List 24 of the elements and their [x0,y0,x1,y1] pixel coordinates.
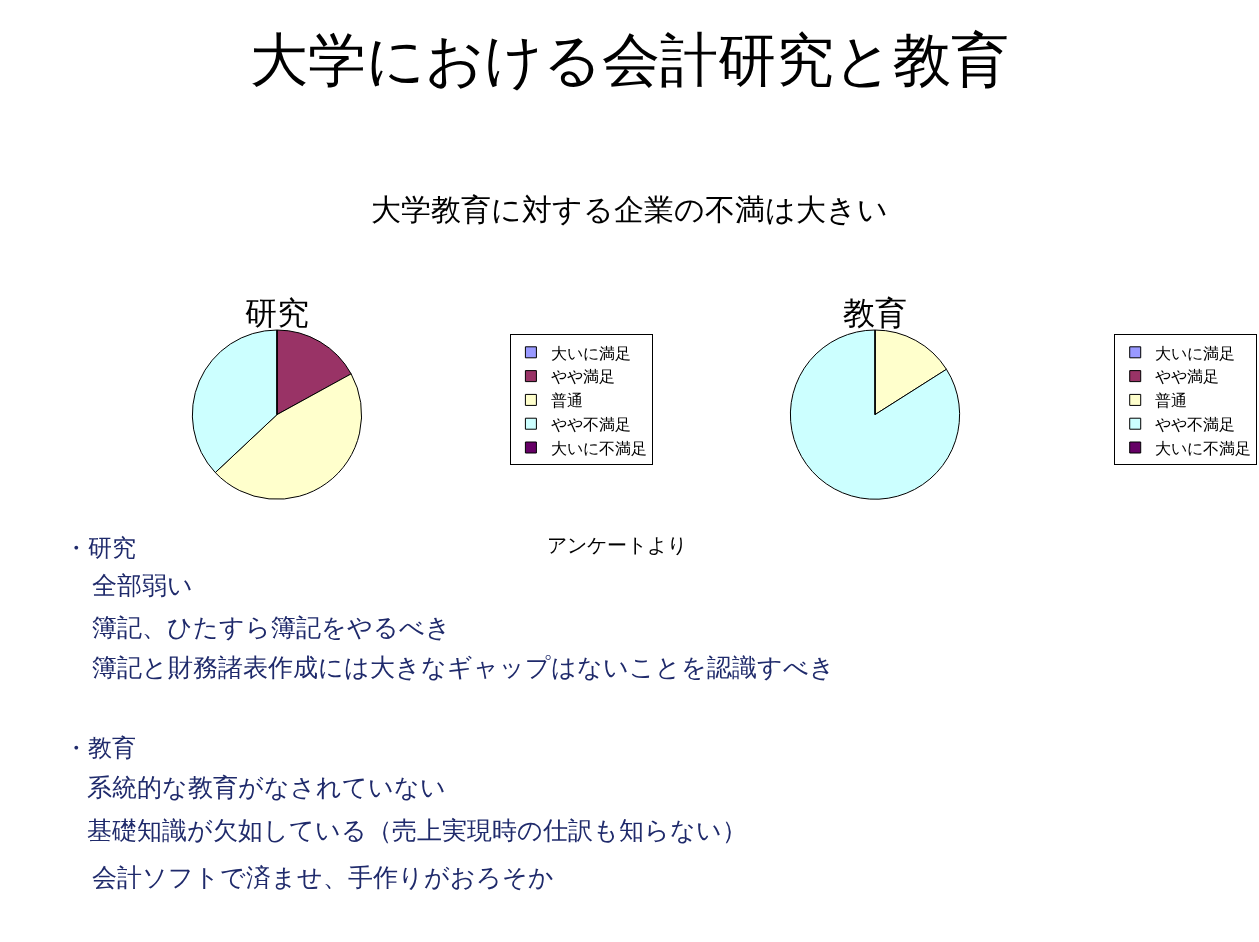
text: 簿記と財務諸表作成には大きなギャップはないことを認識すべき [92,653,835,682]
legend-label: 大いに不満足 [550,438,647,458]
text: 簿記、ひたすら簿記をやるべき [92,613,451,642]
legend-label: 大いに満足 [550,343,631,363]
text: 全部弱い [92,571,193,600]
text: 基礎知識が欠如している（売上実現時の仕訳も知らない） [87,816,747,845]
legend-label: やや満足 [1155,367,1220,387]
legend-label: 普通 [550,391,583,411]
text: 系統的な教育がなされていない [87,773,446,802]
text: ・研究 [64,534,136,562]
legend-label: 大いに不満足 [1155,438,1252,458]
text: 大学教育に対する企業の不満は大きい [371,192,888,227]
text: アンケートより [547,533,687,557]
legend-label: やや不満足 [1155,414,1236,434]
text: 大学における会計研究と教育 [250,26,1009,94]
legend-label: 普通 [1155,391,1188,411]
text: 会計ソフトで済ませ、手作りがおろそか [92,863,554,892]
chart-title: 研究 [244,294,309,333]
legend-label: やや満足 [550,367,615,387]
chart-title: 教育 [843,294,908,333]
legend-label: 大いに満足 [1155,343,1236,363]
pie-slice [789,329,961,500]
text: ・教育 [64,734,136,762]
legend-label: やや不満足 [550,414,631,434]
